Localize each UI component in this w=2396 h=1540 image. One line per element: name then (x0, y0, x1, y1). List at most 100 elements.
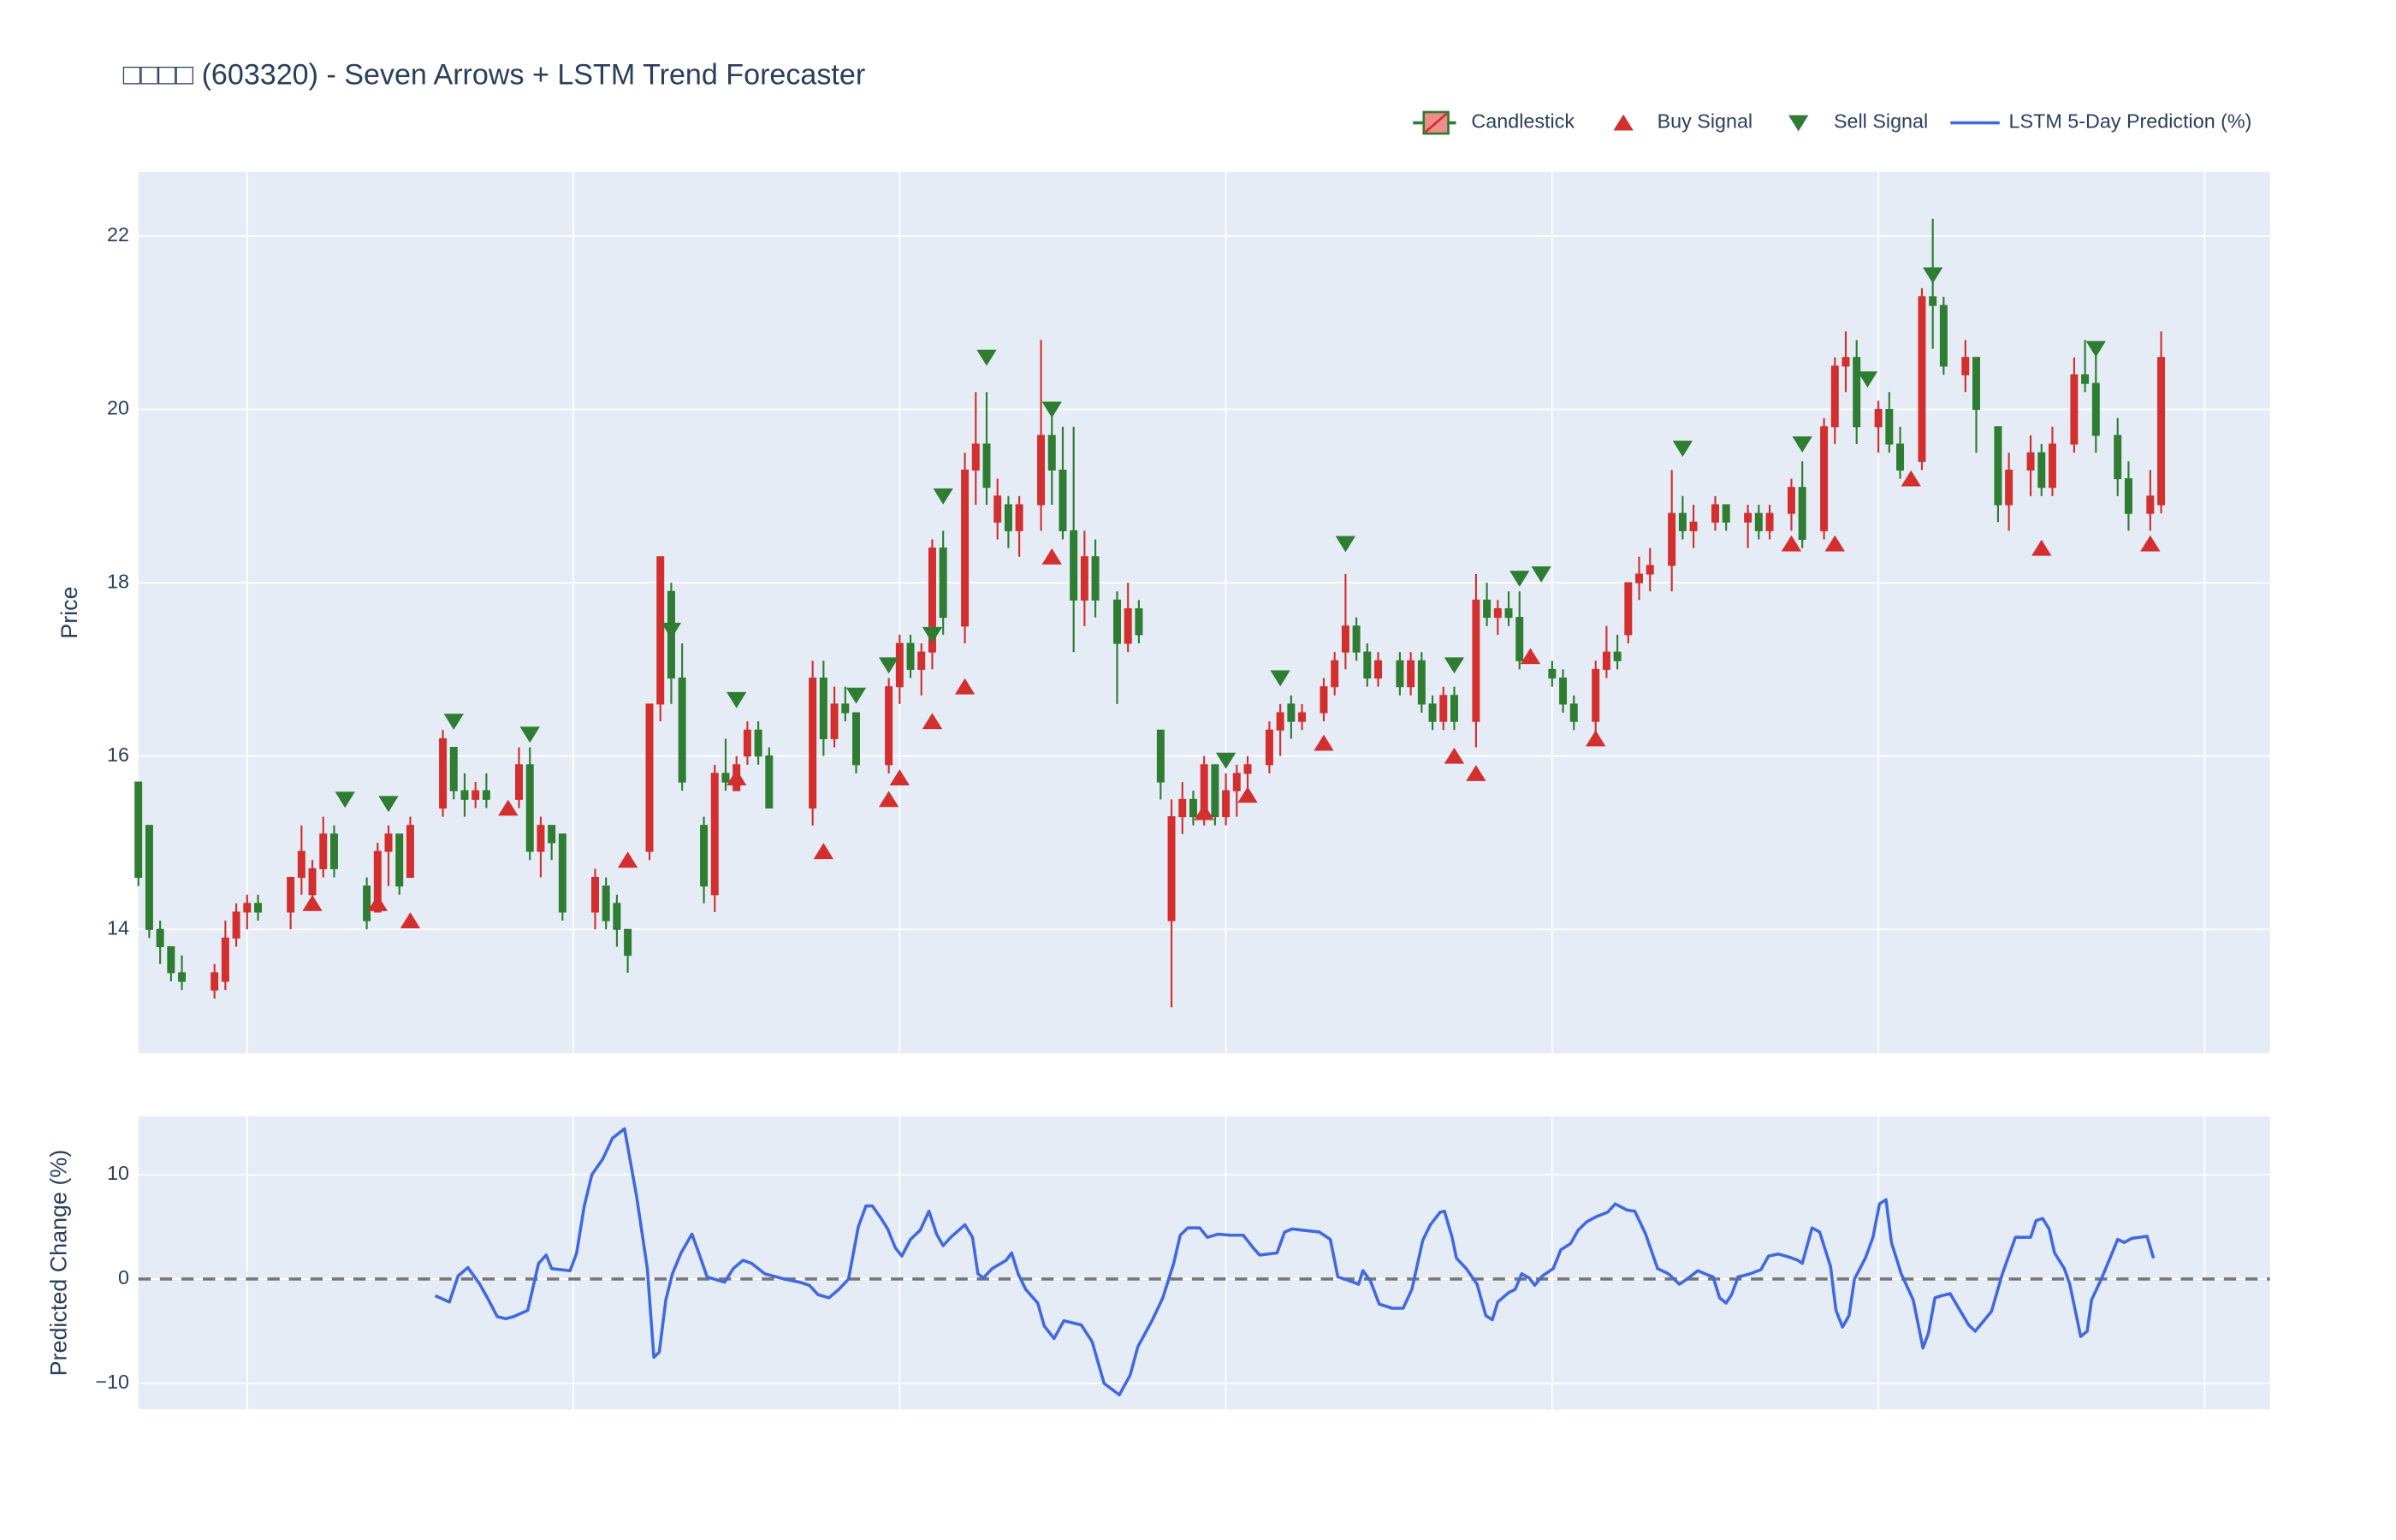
signal-marker (1444, 657, 1465, 674)
candle-body (1972, 357, 1980, 411)
signal-marker (2031, 539, 2052, 556)
candle-body (1689, 521, 1698, 531)
candle-body (841, 703, 850, 714)
candle-body (2091, 382, 2100, 436)
candle-body (961, 469, 970, 627)
candle-body (548, 825, 556, 844)
candle-body (1363, 651, 1372, 679)
candle-body (2081, 374, 2090, 384)
candle-body (993, 495, 1002, 523)
candle-body (1798, 487, 1806, 541)
candle-body (1417, 660, 1426, 705)
candle-body (1080, 556, 1088, 601)
candle-body (1559, 677, 1568, 705)
candle-body (1352, 625, 1361, 653)
candle-body (1548, 668, 1557, 679)
candle-body (156, 928, 164, 948)
candle-body (602, 886, 610, 921)
candle-body (373, 850, 382, 913)
candle-body (1765, 512, 1774, 531)
candle-body (1929, 296, 1937, 306)
candle-body (460, 790, 469, 800)
signal-marker (1335, 536, 1356, 553)
signal-marker (1509, 571, 1530, 587)
candle-body (1243, 764, 1252, 774)
signal-marker (519, 726, 540, 743)
candle-body (319, 833, 328, 869)
candle-body (308, 868, 317, 896)
signal-marker (1466, 765, 1486, 781)
candle-body (449, 747, 458, 791)
candle-body (613, 903, 621, 930)
candle-body (2146, 495, 2155, 514)
candle-body (1592, 668, 1600, 722)
candle-body (395, 833, 404, 887)
signal-marker (1041, 401, 1062, 418)
prediction-line (434, 1127, 2156, 1397)
signal-marker (2085, 341, 2106, 358)
candle-body (754, 729, 762, 757)
candle-body (971, 443, 980, 471)
legend-label: Sell Signal (1834, 110, 1928, 133)
candle-body (2037, 452, 2046, 489)
candle-body (1341, 625, 1349, 653)
plot-background (138, 171, 2270, 1054)
legend-label: LSTM 5-Day Prediction (%) (2009, 110, 2252, 133)
candle-body (1439, 695, 1448, 722)
candle-body (1994, 426, 2002, 506)
candle-body (1059, 469, 1067, 531)
candle-body (1711, 504, 1719, 523)
candle-body (1754, 512, 1763, 531)
candle-body (809, 677, 817, 808)
candle-body (1070, 530, 1078, 601)
signal-marker (400, 912, 421, 929)
chart-title: □□□□ (603320) - Seven Arrows + LSTM Tren… (123, 59, 865, 92)
signal-marker (878, 657, 899, 674)
candle-body (1841, 357, 1850, 367)
candle-body (1830, 365, 1839, 428)
candle-body (1189, 798, 1197, 818)
candle-body (525, 764, 534, 852)
candle-body (1037, 435, 1046, 506)
candle-body (1232, 773, 1241, 791)
y-tick-label: 0 (118, 1266, 129, 1288)
candle-body (1635, 573, 1644, 583)
signal-marker (1824, 535, 1845, 552)
candle-body (243, 903, 252, 913)
candle-body (928, 548, 936, 653)
y-axis-title: Price (56, 586, 82, 638)
candle-body (1331, 660, 1339, 688)
candle-body (917, 651, 926, 670)
candle-body (939, 548, 947, 619)
candle-body (1428, 703, 1437, 722)
legend-icon (1788, 115, 1809, 132)
candle-body (329, 833, 338, 869)
signal-marker (1531, 566, 1551, 583)
candle-body (1450, 695, 1458, 722)
signal-marker (727, 691, 747, 708)
candle-body (645, 703, 654, 852)
candle-body (1820, 426, 1829, 531)
candle-body (1624, 582, 1633, 636)
candle-body (656, 556, 665, 705)
signal-marker (1237, 786, 1258, 803)
candle-body (384, 833, 393, 852)
signal-marker (1444, 747, 1465, 764)
candle-body (1320, 686, 1328, 714)
signal-marker (1586, 730, 1606, 747)
signal-marker (335, 791, 355, 808)
candle-body (1939, 305, 1948, 367)
signal-marker (1923, 267, 1943, 284)
candle-body (1787, 487, 1795, 514)
candle-body (1222, 790, 1231, 818)
candle-body (221, 937, 229, 982)
legend-label: Candlestick (1471, 110, 1575, 133)
candle-body (1124, 607, 1132, 644)
signal-marker (617, 851, 638, 868)
legend-icon (1424, 112, 1448, 133)
candle-body (852, 712, 860, 766)
candle-body (167, 945, 175, 974)
candle-body (982, 443, 991, 489)
